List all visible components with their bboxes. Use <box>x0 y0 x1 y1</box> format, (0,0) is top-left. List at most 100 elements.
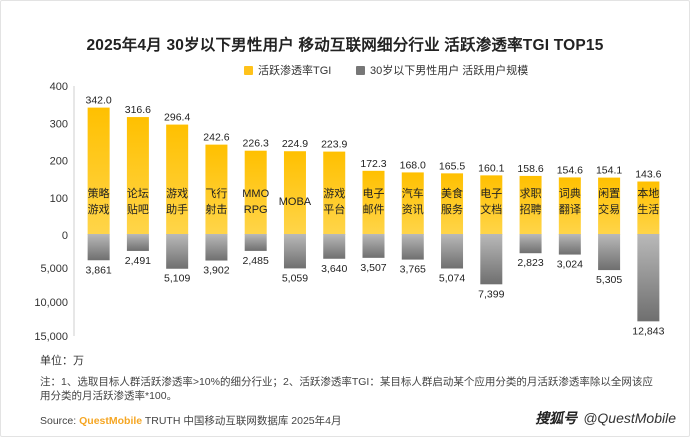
category-label-3-1: 射击 <box>205 202 227 216</box>
unit-label: 单位：万 <box>40 355 84 367</box>
legend-item-users: 30岁以下男性用户 活跃用户规模 <box>356 62 528 78</box>
category-label-12-0: 词典 <box>559 186 581 200</box>
legend: 活跃渗透率TGI 30岁以下男性用户 活跃用户规模 <box>0 62 690 78</box>
category-label-14-0: 本地 <box>637 186 659 200</box>
data-label-tgi-1: 316.6 <box>125 104 151 116</box>
source-brand: QuestMobile <box>79 415 143 427</box>
category-label-3-0: 飞行 <box>205 187 227 200</box>
bar-users-6 <box>323 234 346 259</box>
source-prefix: Source: <box>40 415 80 427</box>
y-tick-top-1: 100 <box>50 193 68 205</box>
category-label-11-0: 求职 <box>520 187 542 200</box>
source-line: Source: QuestMobile TRUTH 中国移动互联网数据库 202… <box>40 413 341 428</box>
category-label-7-1: 邮件 <box>363 203 385 216</box>
bar-tgi-5 <box>283 151 306 235</box>
category-label-10-0: 电子 <box>480 187 502 200</box>
category-label-6-1: 平台 <box>323 202 345 216</box>
category-label-4-0: MMO <box>242 188 269 200</box>
bar-tgi-9 <box>441 173 464 235</box>
chart-title: 2025年4月 30岁以下男性用户 移动互联网细分行业 活跃渗透率TGI TOP… <box>86 37 604 54</box>
y-tick-top-4: 400 <box>50 81 68 93</box>
bar-users-0 <box>87 234 110 261</box>
bar-users-7 <box>362 234 385 258</box>
source-rest: TRUTH 中国移动互联网数据库 2025年4月 <box>142 415 342 427</box>
data-label-users-9: 5,074 <box>439 273 465 285</box>
y-tick-top-3: 300 <box>50 118 68 130</box>
y-tick-top-2: 200 <box>50 156 68 168</box>
data-label-tgi-5: 224.9 <box>282 138 308 150</box>
category-label-4-1: RPG <box>244 204 268 216</box>
bar-users-11 <box>519 234 542 254</box>
category-label-10-1: 文档 <box>480 202 502 216</box>
legend-label-users: 30岁以下男性用户 活跃用户规模 <box>370 65 529 77</box>
bar-tgi-3 <box>205 144 228 235</box>
legend-swatch-users <box>356 65 365 75</box>
bar-users-8 <box>401 234 424 260</box>
data-label-users-1: 2,491 <box>125 255 151 267</box>
bar-users-13 <box>598 234 621 271</box>
data-label-users-13: 5,305 <box>596 274 622 286</box>
data-label-users-11: 2,823 <box>517 257 543 269</box>
category-label-9-1: 服务 <box>441 203 463 216</box>
category-label-9-0: 美食 <box>441 186 463 200</box>
bar-tgi-0 <box>87 107 110 235</box>
y-tick-bottom-3: 15,000 <box>34 331 68 343</box>
y-tick-bottom-1: 5,000 <box>40 263 68 275</box>
bar-tgi-12 <box>558 177 581 235</box>
category-label-11-1: 招聘 <box>520 202 542 216</box>
category-label-1-1: 贴吧 <box>127 202 149 216</box>
data-label-users-0: 3,861 <box>85 264 111 276</box>
data-label-tgi-14: 143.6 <box>635 169 661 181</box>
y-tick-top-0: 0 <box>62 230 68 242</box>
data-label-users-12: 3,024 <box>557 259 583 271</box>
y-tick-bottom-2: 10,000 <box>34 297 68 309</box>
bar-tgi-1 <box>126 117 149 235</box>
category-label-14-1: 生活 <box>637 202 659 216</box>
data-label-users-14: 12,843 <box>632 325 664 337</box>
data-label-users-2: 5,109 <box>164 273 190 285</box>
data-label-tgi-4: 226.3 <box>243 138 269 150</box>
data-label-tgi-11: 158.6 <box>517 163 543 175</box>
bar-users-9 <box>441 234 464 269</box>
category-label-2-0: 游戏 <box>166 187 188 200</box>
data-label-tgi-13: 154.1 <box>596 165 622 177</box>
data-label-users-4: 2,485 <box>243 255 269 267</box>
category-label-0-0: 策略 <box>88 186 110 200</box>
data-label-users-8: 3,765 <box>400 264 426 276</box>
bar-tgi-14 <box>637 181 660 235</box>
data-label-users-10: 7,399 <box>478 288 504 300</box>
data-label-users-5: 5,059 <box>282 272 308 284</box>
bar-tgi-7 <box>362 170 385 235</box>
category-label-13-0: 闲置 <box>598 186 620 200</box>
bar-tgi-6 <box>323 151 346 235</box>
bar-users-3 <box>205 234 228 261</box>
bar-tgi-11 <box>519 175 542 235</box>
category-label-12-1: 翻译 <box>559 202 581 216</box>
bar-users-1 <box>126 234 149 251</box>
bar-tgi-8 <box>401 172 424 235</box>
bar-tgi-4 <box>244 150 267 235</box>
bar-tgi-2 <box>166 124 189 235</box>
data-label-tgi-6: 223.9 <box>321 139 347 151</box>
data-label-tgi-2: 296.4 <box>164 112 190 124</box>
category-label-1-0: 论坛 <box>127 186 149 200</box>
category-label-8-1: 资讯 <box>402 203 424 216</box>
watermark-handle: @QuestMobile <box>583 410 676 426</box>
data-label-users-7: 3,507 <box>360 262 386 274</box>
data-label-users-3: 3,902 <box>203 265 229 277</box>
bar-users-10 <box>480 234 503 285</box>
data-label-users-6: 3,640 <box>321 263 347 275</box>
legend-item-tgi: 活跃渗透率TGI <box>244 62 331 78</box>
data-label-tgi-10: 160.1 <box>478 162 504 174</box>
legend-label-tgi: 活跃渗透率TGI <box>258 65 332 77</box>
category-label-7-0: 电子 <box>363 187 385 200</box>
data-label-tgi-3: 242.6 <box>203 132 229 144</box>
category-label-13-1: 交易 <box>598 202 620 216</box>
data-label-tgi-7: 172.3 <box>360 158 386 170</box>
category-label-6-0: 游戏 <box>323 187 345 200</box>
category-label-5-0: MOBA <box>279 196 312 208</box>
category-label-2-1: 助手 <box>166 202 188 216</box>
watermark-logo: 搜狐号 <box>535 410 578 426</box>
watermark: 搜狐号 @QuestMobile <box>535 408 676 428</box>
